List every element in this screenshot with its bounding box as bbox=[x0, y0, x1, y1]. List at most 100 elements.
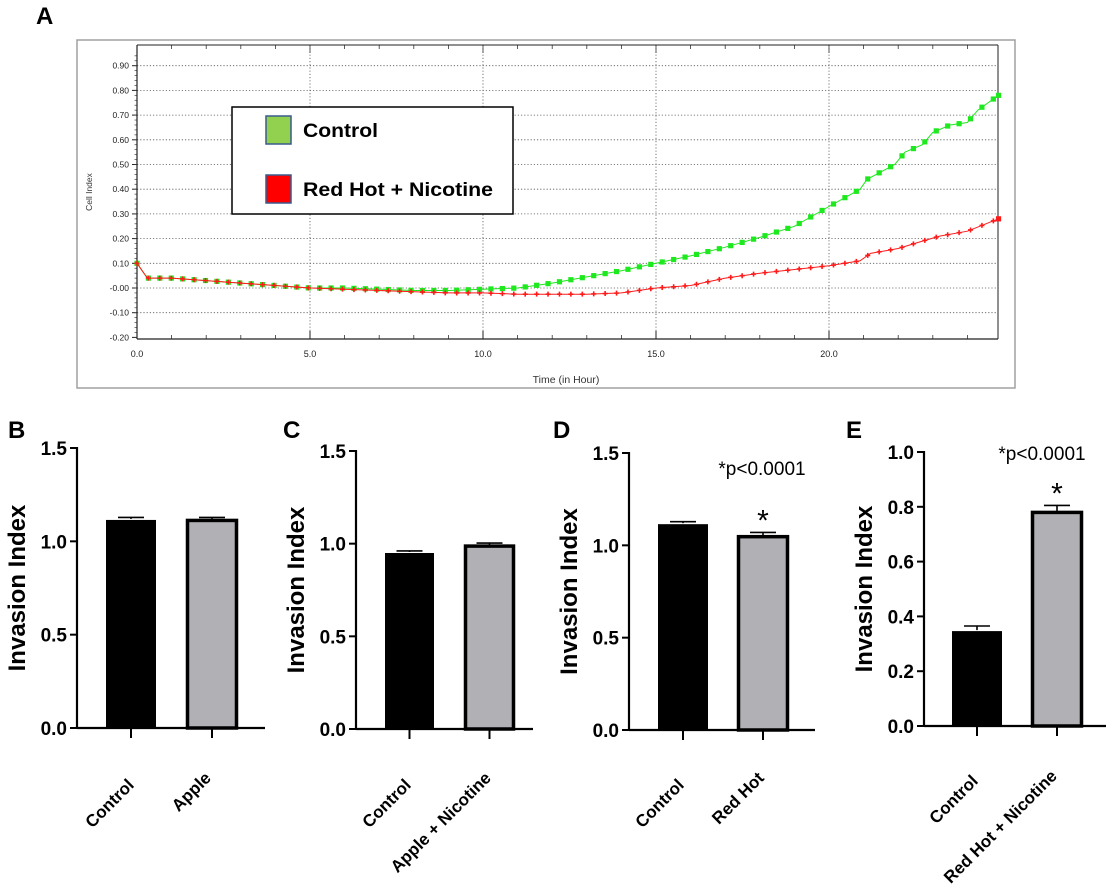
data-point bbox=[465, 290, 471, 296]
data-point bbox=[682, 283, 688, 289]
data-point bbox=[887, 164, 894, 170]
data-point bbox=[465, 287, 471, 293]
data-point bbox=[328, 286, 334, 292]
data-point bbox=[556, 291, 562, 297]
data-point bbox=[671, 284, 677, 290]
data-point bbox=[305, 285, 311, 291]
data-point bbox=[317, 285, 323, 291]
data-point bbox=[340, 286, 346, 292]
data-point bbox=[602, 291, 608, 297]
data-point bbox=[830, 262, 836, 268]
y-tick-label: 0.20 bbox=[112, 234, 129, 244]
data-point bbox=[168, 275, 174, 281]
data-point bbox=[282, 283, 288, 289]
series-red-hot-nicotine bbox=[134, 216, 1002, 297]
x-axis-label: Time (in Hour) bbox=[533, 374, 600, 386]
legend: Control Red Hot + Nicotine bbox=[231, 106, 514, 215]
x-tick-label: 20.0 bbox=[820, 349, 838, 359]
y-tick-label: -0.10 bbox=[110, 308, 130, 318]
data-point bbox=[922, 139, 928, 145]
data-point bbox=[522, 284, 528, 290]
data-point bbox=[625, 266, 631, 272]
data-point bbox=[853, 188, 859, 194]
data-point bbox=[499, 285, 505, 292]
data-point bbox=[362, 287, 368, 293]
y-tick-label: 0.90 bbox=[112, 61, 129, 71]
y-tick-label: 0.70 bbox=[112, 110, 129, 120]
data-point bbox=[750, 236, 757, 242]
data-point bbox=[933, 234, 939, 240]
x-tick-label: Apple bbox=[168, 768, 215, 815]
data-point bbox=[876, 170, 882, 176]
data-point bbox=[705, 248, 711, 255]
y-tick-label: 0.2 bbox=[888, 662, 914, 683]
data-point bbox=[716, 246, 722, 252]
y-tick-label: 1.0 bbox=[320, 535, 346, 556]
data-point bbox=[659, 285, 665, 291]
data-point bbox=[922, 237, 928, 243]
data-point bbox=[534, 282, 540, 288]
data-point bbox=[225, 279, 231, 285]
y-tick-label: 0.50 bbox=[112, 160, 129, 170]
data-point bbox=[808, 214, 814, 220]
data-point bbox=[397, 288, 403, 294]
data-point bbox=[294, 284, 300, 290]
y-tick-label: 0.40 bbox=[112, 184, 129, 194]
data-point bbox=[568, 291, 574, 297]
data-point bbox=[995, 216, 1002, 222]
bar-red-hot-nicotine bbox=[1030, 510, 1084, 728]
data-point bbox=[853, 258, 859, 264]
bar-apple bbox=[185, 518, 239, 730]
data-point bbox=[693, 251, 700, 258]
data-point bbox=[260, 282, 266, 288]
y-tick-label: 0.0 bbox=[320, 720, 346, 741]
data-point bbox=[579, 291, 585, 297]
data-point bbox=[933, 128, 939, 134]
bar-control bbox=[658, 524, 708, 731]
panel-label-d: D bbox=[553, 417, 570, 444]
data-point bbox=[568, 277, 574, 283]
legend-label: Control bbox=[303, 121, 378, 142]
data-point bbox=[910, 145, 917, 152]
data-point bbox=[808, 265, 814, 271]
data-point bbox=[203, 278, 209, 284]
data-point bbox=[739, 273, 745, 279]
data-point bbox=[134, 260, 140, 266]
y-tick-label: 1.5 bbox=[593, 444, 620, 465]
data-point bbox=[488, 290, 494, 296]
bar-chart-panel-b: 0.0 0.5 1.0 1.5 Invasion Index Control Apple bbox=[4, 439, 265, 832]
x-tick-label: 0.0 bbox=[131, 349, 144, 359]
data-point bbox=[659, 259, 665, 265]
data-point bbox=[773, 268, 779, 274]
data-point bbox=[579, 275, 585, 281]
data-point bbox=[545, 281, 551, 287]
data-point bbox=[556, 279, 563, 285]
data-point bbox=[499, 291, 505, 297]
data-point bbox=[876, 249, 882, 255]
data-point bbox=[625, 289, 631, 295]
data-point bbox=[511, 291, 517, 297]
data-point bbox=[762, 270, 768, 276]
data-point bbox=[979, 104, 985, 110]
y-tick-label: 0.10 bbox=[112, 258, 129, 268]
bar-control bbox=[952, 631, 1002, 727]
x-tick-label: Red Hot bbox=[708, 768, 768, 828]
data-point bbox=[865, 176, 871, 182]
data-point bbox=[613, 268, 620, 275]
panel-label-b: B bbox=[8, 417, 25, 444]
data-point bbox=[431, 289, 437, 295]
data-point bbox=[990, 218, 996, 224]
data-point bbox=[351, 287, 357, 293]
significance-star: * bbox=[757, 504, 769, 537]
data-point bbox=[271, 282, 277, 288]
data-point bbox=[899, 153, 905, 159]
data-point bbox=[842, 260, 848, 266]
data-point bbox=[648, 261, 654, 268]
data-point bbox=[739, 239, 745, 246]
y-tick-label: -0.00 bbox=[110, 283, 130, 293]
data-point bbox=[636, 264, 642, 270]
data-point bbox=[945, 232, 951, 238]
x-tick-label: Control bbox=[632, 775, 688, 831]
data-point bbox=[956, 230, 962, 236]
